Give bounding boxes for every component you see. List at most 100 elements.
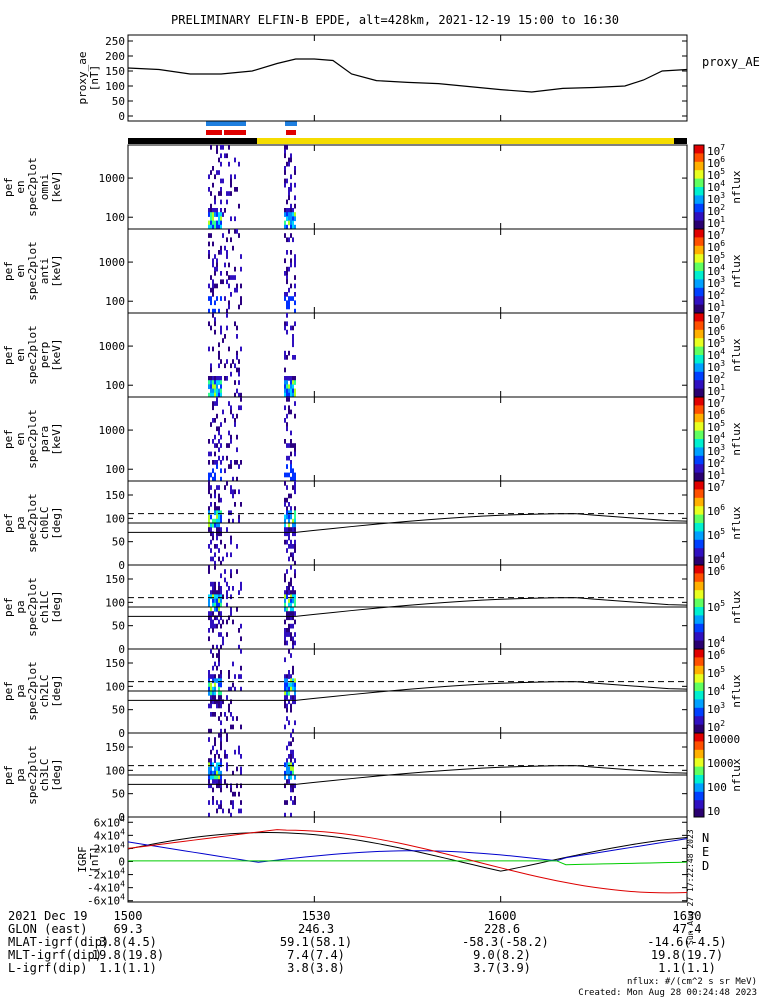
colorbar-exp: 4: [720, 683, 725, 692]
colorbar-cell: [694, 172, 704, 175]
heat-cell: [286, 510, 288, 516]
heat-cell: [226, 632, 228, 637]
ylabel-ch0LC-3: spec2plot: [26, 493, 39, 553]
heat-cell: [210, 296, 212, 301]
heat-cell: [284, 296, 286, 301]
heat-cell: [228, 518, 230, 524]
heat-cell: [220, 220, 222, 226]
ylabel-perp-0: elb: [0, 345, 3, 365]
heat-cell: [294, 443, 296, 448]
heat-cell: [210, 422, 212, 427]
heat-cell: [230, 594, 232, 600]
heat-cell: [220, 434, 222, 440]
heat-cell: [216, 644, 218, 650]
heat-cell: [286, 497, 288, 503]
heat-cell: [212, 695, 214, 700]
colorbar-tick-ch3LC-3: 10: [707, 805, 720, 818]
colorbar-cell: [694, 199, 704, 203]
colorbar-cell: [694, 424, 704, 427]
colorbar-cell: [694, 342, 704, 345]
heat-cell: [286, 275, 288, 280]
figure-title: PRELIMINARY ELFIN-B EPDE, alt=428km, 202…: [171, 13, 619, 27]
heat-cell: [220, 178, 222, 184]
heat-cell: [292, 212, 294, 217]
colorbar-cell: [694, 382, 704, 385]
heat-cell: [212, 476, 214, 482]
colorbar-cell: [694, 294, 704, 297]
colorbar-cell: [694, 758, 704, 761]
heat-cell: [230, 237, 232, 243]
heat-cell: [208, 241, 210, 247]
heat-cell: [290, 590, 292, 595]
heat-cell: [216, 506, 218, 511]
heat-cell: [212, 699, 214, 705]
colorbar-cell: [694, 485, 704, 488]
heat-cell: [220, 216, 222, 222]
ytick-label-omni-0: 1000: [99, 172, 126, 185]
heat-cell: [218, 523, 220, 528]
heat-cell: [228, 191, 230, 196]
heat-cell: [220, 392, 222, 398]
heat-cell: [208, 523, 210, 528]
colorbar-tick-ch0LC-1: 106: [707, 503, 725, 518]
heat-cell: [216, 779, 218, 784]
heat-cell: [288, 598, 290, 604]
ytick-exp-1: 4: [120, 827, 125, 836]
heat-cell: [288, 455, 290, 461]
heat-cell: [208, 212, 210, 217]
colorbar-cell: [694, 428, 704, 432]
heat-cell: [288, 392, 290, 398]
heat-cell: [234, 489, 236, 495]
heat-cell: [220, 271, 222, 276]
heat-cell: [212, 770, 214, 776]
colorbar-cell: [694, 728, 704, 732]
heat-cell: [284, 531, 286, 537]
igrf-e-line: [128, 860, 688, 866]
heat-cell: [220, 775, 222, 780]
colorbar-cell: [694, 548, 704, 551]
heat-cell: [220, 153, 222, 159]
heat-cell: [238, 644, 240, 650]
ytick-label-proxy_ae-4: 50: [112, 95, 125, 108]
heat-cell: [294, 783, 296, 789]
heat-cell: [230, 460, 232, 465]
heat-cell: [220, 460, 222, 465]
heat-cell: [226, 250, 228, 255]
heat-cell: [294, 602, 296, 608]
heat-cell: [216, 749, 218, 755]
heat-cell: [284, 380, 286, 385]
heat-cell: [228, 670, 230, 675]
heat-cell: [290, 409, 292, 415]
heat-cell: [218, 342, 220, 348]
heat-cell: [284, 271, 286, 276]
heat-cell: [220, 161, 222, 167]
colorbar-cell: [694, 229, 704, 232]
colorbar-cell: [694, 153, 704, 156]
colorbar-cell: [694, 508, 704, 511]
colorbar-cell: [694, 434, 704, 438]
heat-cell: [220, 245, 222, 251]
heat-cell: [294, 678, 296, 684]
colorbar-cell: [694, 447, 704, 450]
colorbar-cell: [694, 638, 704, 642]
heat-cell: [290, 430, 292, 436]
ytick-label-para-0: 1000: [99, 424, 126, 437]
heat-cell: [212, 644, 214, 650]
heat-cell: [240, 586, 242, 591]
heat-cell: [292, 682, 294, 688]
heat-cell: [214, 590, 216, 595]
colorbar-cell: [694, 502, 704, 505]
heat-cell: [240, 405, 242, 411]
heat-cell: [292, 518, 294, 524]
heat-cell: [232, 476, 234, 482]
heat-cell: [240, 783, 242, 789]
heat-cell: [214, 283, 216, 289]
ytick-label-proxy_ae-5: 0: [118, 110, 125, 123]
heat-cell: [210, 170, 212, 175]
heat-cell: [214, 623, 216, 629]
heat-cell: [218, 754, 220, 759]
colorbar-cell: [694, 300, 704, 303]
colorbar-cell: [694, 460, 704, 463]
science-zone-red-2: [224, 130, 246, 135]
heat-cell: [240, 674, 242, 679]
